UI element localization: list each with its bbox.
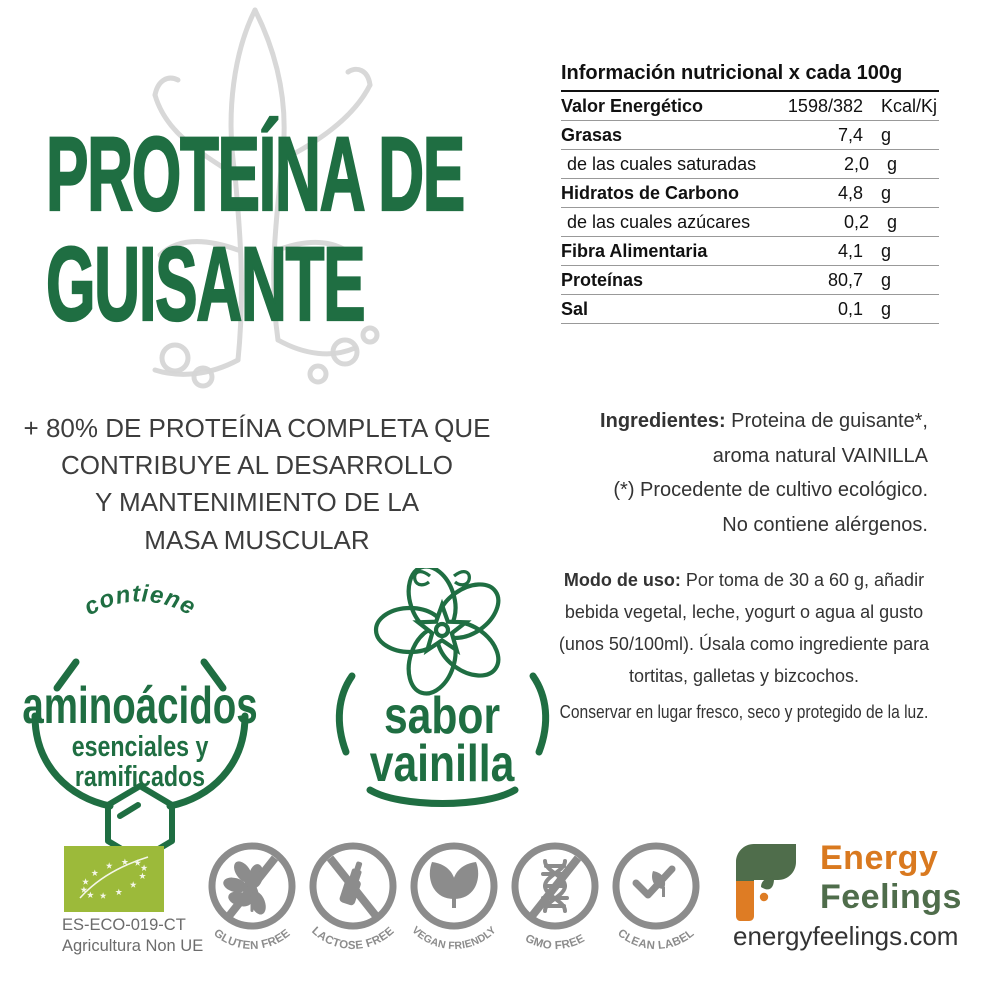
svg-text:GLUTEN FREE: GLUTEN FREE [211, 927, 292, 952]
svg-text:esenciales y: esenciales y [72, 729, 209, 762]
svg-text:CLEAN LABEL: CLEAN LABEL [615, 927, 696, 952]
svg-text:contiene: contiene [79, 580, 200, 621]
svg-text:vainilla: vainilla [370, 735, 515, 793]
svg-text:aminoácidos: aminoácidos [22, 676, 257, 734]
svg-text:GMO FREE: GMO FREE [523, 933, 587, 953]
